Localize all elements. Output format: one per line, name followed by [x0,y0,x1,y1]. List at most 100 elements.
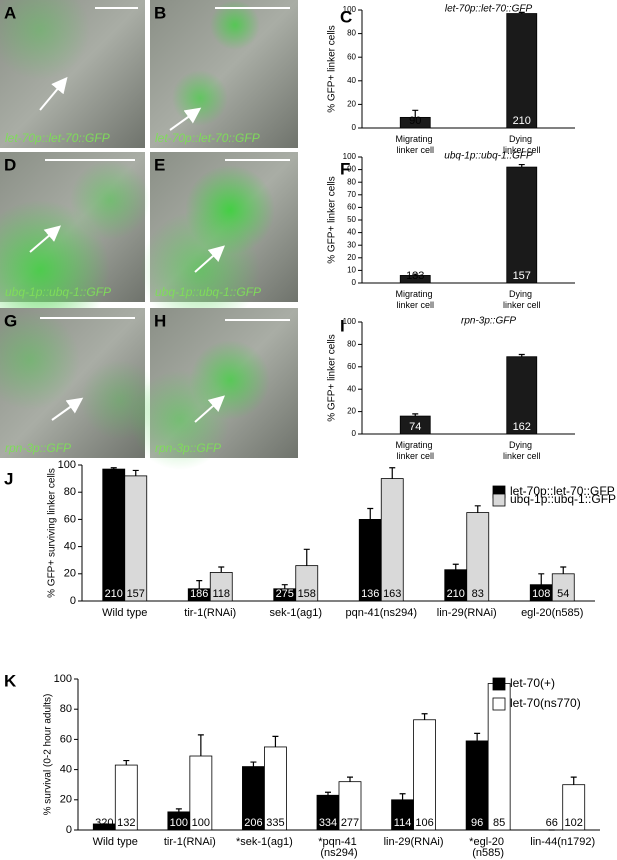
error-bar [518,353,525,357]
y-tick-label: 40 [60,764,72,776]
error-bar [196,580,203,589]
y-axis-label: % GFP+ linker cells [327,25,338,113]
y-tick-label: 20 [64,568,76,580]
panel-letter: B [154,3,166,22]
arrow [29,225,62,253]
y-tick-label: 60 [347,362,356,371]
x-tick-label: lin-29(RNAi) [384,836,444,848]
error-bar [197,734,204,757]
arrow [194,245,225,273]
x-tick-label: Dying linker cell [503,440,541,461]
x-tick-label: Dying linker cell [503,289,541,310]
x-tick-label: lin-44(n1792) [530,836,595,848]
n-label: 100 [192,817,210,829]
y-tick-label: 20 [60,794,72,806]
error-bar [250,761,257,767]
panel-letter: C [340,7,352,26]
x-tick-label: Dying linker cell [503,134,541,155]
error-bar [389,467,396,479]
error-bar [452,563,459,570]
panel-letter: I [340,316,345,335]
y-tick-label: 10 [347,266,356,275]
error-bar [412,413,419,417]
error-bar [474,505,481,513]
y-tick-label: 0 [70,595,76,607]
y-axis-label: % GFP+ linker cells [327,176,338,264]
image-caption: let-70p::let-70::GFP [5,131,110,145]
panel-letter: F [340,159,350,178]
chart-title: rpn-3p::GFP [461,316,516,327]
y-tick-label: 20 [347,407,356,416]
arrow [169,107,202,131]
y-tick-label: 80 [64,486,76,498]
error-bar [132,469,139,476]
x-tick-label: Migrating linker cell [395,440,435,461]
n-label: 118 [212,588,230,600]
y-tick-label: 40 [347,76,356,85]
legend-label: let-70(ns770) [510,696,581,710]
image-caption: let-70p::let-70::GFP [155,131,260,145]
n-label: 136 [361,588,379,600]
error-bar [303,548,310,566]
error-bar [421,713,428,720]
legend-swatch [492,677,506,691]
legend-label: ubq-1p::ubq-1::GFP [510,492,616,506]
n-label: 206 [244,817,262,829]
y-tick-label: 40 [347,228,356,237]
image-caption: rpn-3p::GFP [155,441,221,455]
x-tick-label: pqn-41(ns294) [345,607,417,619]
n-label: 157 [513,270,531,282]
image-caption: rpn-3p::GFP [5,441,71,455]
fluorescence [210,0,260,50]
bar [124,475,148,602]
error-bar [281,584,288,589]
error-bar [538,573,545,585]
y-tick-label: 80 [347,177,356,186]
fluorescence [0,310,80,410]
x-tick-label: lin-29(RNAi) [437,607,497,619]
n-label: 66 [546,817,558,829]
error-bar [474,732,481,741]
error-bar [560,566,567,574]
n-label: 132 [117,817,135,829]
x-tick-label: sek-1(ag1) [269,607,322,619]
fluorescence [140,210,260,330]
n-label: 334 [319,817,337,829]
n-label: 133 [406,270,424,282]
n-label: 275 [276,588,294,600]
y-axis-label: % GFP+ surviving linker cells [47,468,58,598]
y-tick-label: 60 [64,513,76,525]
arrow [194,395,225,423]
error-bar [518,11,525,14]
x-tick-label: egl-20(n585) [521,607,583,619]
y-tick-label: 70 [347,190,356,199]
n-label: 157 [127,588,145,600]
n-label: 74 [409,421,421,433]
y-axis-label: % survival (0-2 hour adults) [43,694,54,816]
y-tick-label: 20 [347,100,356,109]
n-label: 85 [493,817,505,829]
error-bar [367,507,374,520]
error-bar [325,791,331,796]
panel-letter: H [154,311,166,330]
y-tick-label: 80 [347,340,356,349]
y-tick-label: 0 [352,123,357,132]
error-bar [570,776,577,785]
n-label: 335 [266,817,284,829]
y-tick-label: 30 [347,240,356,249]
n-label: 158 [298,588,316,600]
n-label: 163 [383,588,401,600]
n-label: 320 [95,817,113,829]
n-label: 100 [170,817,188,829]
n-label: 162 [513,421,531,433]
bar [506,166,538,284]
bar [506,13,538,129]
error-bar [347,776,353,782]
chart-title: let-70p::let-70::GFP [445,4,533,15]
chart-title: ubq-1p::ubq-1::GFP [444,151,533,162]
y-tick-label: 50 [347,215,356,224]
fluorescence [70,160,150,240]
n-label: 106 [415,817,433,829]
panel-letter: K [4,671,17,690]
